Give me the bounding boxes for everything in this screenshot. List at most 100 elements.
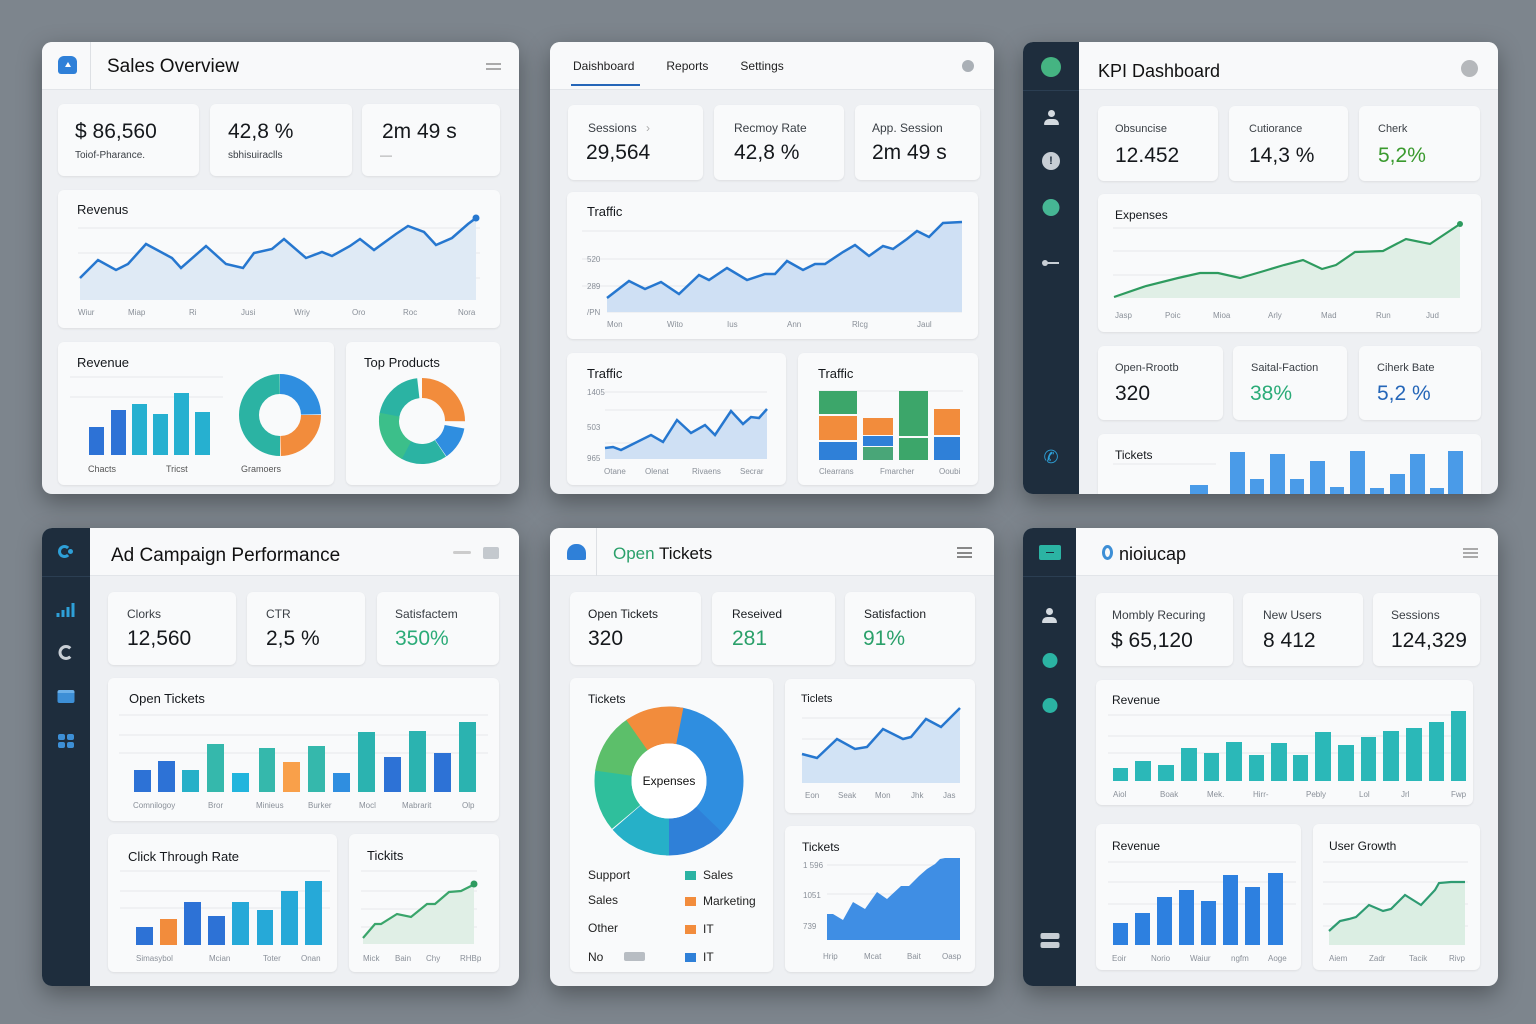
grid-icon[interactable] [58,734,74,748]
dashboard-window: Daishboard Reports Settings Sessions › 2… [550,42,994,494]
user-growth-line-chart: User Growth Aiem Zadr Tacik Rivp [1313,824,1480,970]
avatar[interactable] [1461,60,1478,77]
x-tick: Tacik [1409,954,1428,963]
open-tickets-bar-chart: Open Tickets Comnilogoy Bror Minieus Bur… [108,678,499,821]
tickets-bar-chart: Tickets [1098,434,1481,494]
kpi-card: Reseived 281 [712,592,835,665]
kpi-card: Cutiorance 14,3 % [1229,106,1348,181]
tab-dashboard[interactable]: Daishboard [573,58,635,73]
x-tick: Mocl [359,801,376,810]
x-tick: ngfm [1231,954,1249,963]
folder-icon[interactable] [57,690,75,703]
kpi-card: Cherk 5,2% [1359,106,1480,181]
kpi-label: Satisfactem [395,607,458,621]
elephant-logo-icon[interactable] [567,544,586,560]
y-tick: /PN [587,308,601,317]
menu-icon[interactable] [957,547,972,558]
kpi-card: Saital-Faction 38% [1233,346,1347,420]
open-tickets-window: Open Tickets Open Tickets 320 Reseived 2… [550,528,994,986]
x-tick: Eon [805,791,820,800]
kpi-card: 2m 49 s — [362,104,500,176]
tab-settings[interactable]: Settings [740,58,784,73]
kpi-label: Toiof-Pharance. [75,150,146,161]
revenue-bar-card: Revenue Chacts Tricst Gramoers [58,342,334,485]
page-title: Ad Campaign Performance [111,545,341,566]
tab-reports[interactable]: Reports [666,58,709,73]
filter-icon[interactable] [453,551,471,554]
phone-icon[interactable]: ✆ [1043,447,1059,467]
x-tick: Mcian [209,954,231,963]
kpi-value: 38% [1250,382,1293,405]
x-tick: Jaul [917,320,932,329]
donut-center-label: Expenses [642,774,696,788]
window-toggle-button[interactable] [483,547,499,559]
kpi-value: 2,5 % [266,627,320,650]
chart-title: Traffic [818,366,854,381]
line-chart-svg [604,391,768,459]
brand-o-icon [1102,545,1113,560]
status-dot-icon[interactable] [1042,653,1057,668]
x-tick: Roc [403,308,418,317]
kpi-value: 12,560 [127,627,192,650]
kpi-label: New Users [1263,608,1322,622]
kpi-value: 5,2 % [1377,382,1431,405]
kpi-value: 320 [1115,382,1151,405]
app-logo-icon[interactable] [58,56,77,74]
y-tick: 1405 [587,388,605,397]
brand-logo-icon[interactable] [58,545,74,559]
status-dot-icon[interactable] [1042,698,1057,713]
kpi-card: Open-Rrootb 320 [1098,346,1223,420]
traffic-stacked-bar-chart: Traffic Clearrans Fmarcher Ooubi [798,353,978,485]
x-tick: Zadr [1369,954,1386,963]
sidebar [42,528,90,986]
user-icon[interactable] [1042,608,1058,624]
chart-title: User Growth [1329,839,1397,853]
chart-title: Top Products [364,355,440,370]
x-tick: Mon [607,320,623,329]
kpi-card: New Users 8 412 [1243,593,1363,666]
signal-bars-icon[interactable] [56,603,76,617]
brand-name: nioiucap [1119,544,1187,564]
chart-title: Revenue [77,355,130,370]
legend-swatch-sales [685,871,696,880]
list-icon[interactable] [1463,548,1478,558]
kpi-card: Satisfaction 91% [845,592,975,665]
tickets-area-chart: Tickets 1 596 1051 739 Hrip Mcat Bait Oa… [785,826,975,972]
x-tick: Wiur [78,308,95,317]
x-tick: Aoge [1268,954,1287,963]
key-icon[interactable] [1042,260,1060,266]
x-tick: Toter [263,954,281,963]
kpi-card: Open Tickets 320 [570,592,701,665]
settings-toggle-icon[interactable] [1040,933,1059,948]
x-tick: Wriy [294,308,310,317]
bar-chart-svg [1108,861,1296,945]
brand-logo-icon[interactable] [1041,57,1061,77]
kpi-label: Cutiorance [1249,123,1303,135]
refresh-icon[interactable] [58,645,74,660]
info-icon[interactable]: ! [1042,152,1060,170]
menu-icon[interactable] [486,63,501,70]
x-tick: Burker [308,801,332,810]
avatar[interactable] [962,60,974,72]
y-tick: 289 [587,282,601,291]
brand-logo-icon[interactable] [1038,545,1061,560]
user-icon[interactable] [1043,110,1059,126]
chart-title: Tickets [802,840,840,854]
x-tick: Comnilogoy [133,801,176,810]
kpi-card: Ciherk Bate 5,2 % [1359,346,1481,420]
title-accent: Open [613,544,655,563]
kpi-value: 281 [732,627,768,650]
window-header: nioiucap [1076,528,1498,576]
x-tick: Rlcg [852,320,869,329]
kpi-value: 5,2% [1378,144,1426,167]
bar-chart-svg [1108,711,1466,781]
status-dot-icon[interactable] [1042,199,1060,216]
kpi-card: CTR 2,5 % [247,592,365,665]
kpi-label: CTR [266,607,291,621]
nioiucap-window: nioiucap Mombly Recuring $ 65,120 New Us… [1023,528,1498,986]
kpi-value: 14,3 % [1249,144,1315,167]
x-tick: Jusi [241,308,256,317]
kpi-card-sessions[interactable]: Sessions › 29,564 [568,105,703,180]
x-tick: Bror [208,801,224,810]
chart-title: Tickets [588,692,626,706]
